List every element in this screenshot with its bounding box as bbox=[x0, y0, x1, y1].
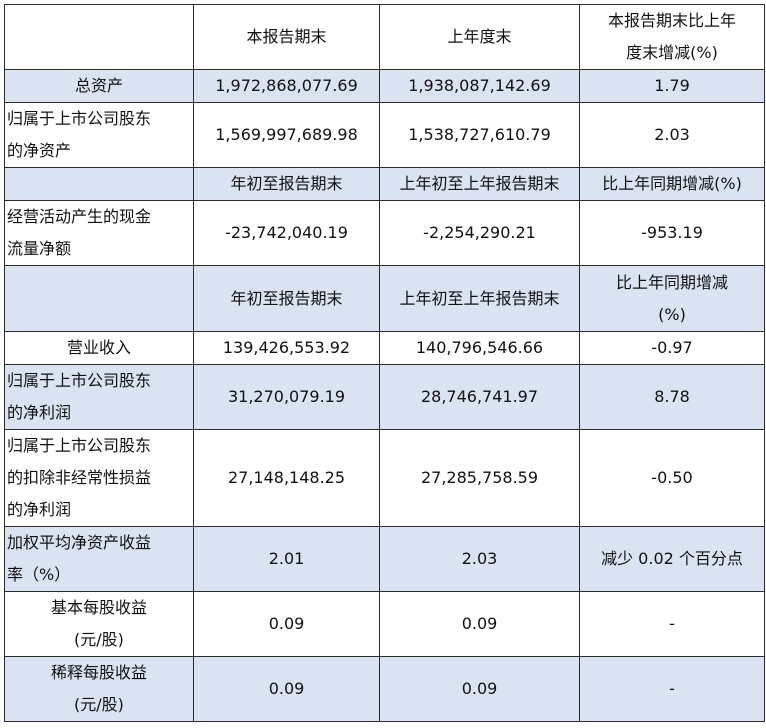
row-label-weighted-roe: 加权平均净资产收益 率（%） bbox=[4, 526, 194, 592]
header-change-line1: 本报告期末比上年 bbox=[607, 11, 736, 30]
header-change-pct: 本报告期末比上年 度末增减(%) bbox=[579, 4, 765, 70]
header-empty-cell bbox=[4, 4, 194, 70]
row-label-basic-eps: 基本每股收益 (元/股) bbox=[4, 591, 194, 657]
value-yoy-change: -0.50 bbox=[579, 429, 765, 527]
value-ytd: 139,426,553.92 bbox=[193, 331, 380, 365]
value-ytd: 31,270,079.19 bbox=[193, 364, 380, 430]
value-prior-ytd: 27,285,758.59 bbox=[379, 429, 580, 527]
row-label-line1: 基本每股收益 bbox=[50, 598, 147, 617]
row-label-operating-cash-flow: 经营活动产生的现金 流量净额 bbox=[4, 200, 194, 266]
table-row: 稀释每股收益 (元/股) 0.09 0.09 - bbox=[4, 656, 765, 722]
subheader-yoy-change: 比上年同期增减 (%) bbox=[579, 265, 765, 332]
financial-data-table: 本报告期末 上年度末 本报告期末比上年 度末增减(%) 总资产 1,972,86… bbox=[4, 4, 765, 722]
header-row: 本报告期末 上年度末 本报告期末比上年 度末增减(%) bbox=[4, 4, 765, 70]
header-prior-year-end: 上年度末 bbox=[379, 4, 580, 70]
row-label-revenue: 营业收入 bbox=[4, 331, 194, 365]
value-prior-ytd: 2.03 bbox=[379, 526, 580, 592]
row-label-line2: 的扣除非经常性损益 bbox=[7, 468, 152, 487]
row-label-net-profit-deducted: 归属于上市公司股东 的扣除非经常性损益 的净利润 bbox=[4, 429, 194, 527]
value-ytd: -23,742,040.19 bbox=[193, 200, 380, 266]
subheader-empty-cell bbox=[4, 167, 194, 201]
row-label-line1: 加权平均净资产收益 bbox=[7, 533, 152, 552]
subheader-ytd: 年初至报告期末 bbox=[193, 167, 380, 201]
subheader-prior-ytd: 上年初至上年报告期末 bbox=[379, 265, 580, 332]
row-label-net-assets: 归属于上市公司股东 的净资产 bbox=[4, 102, 194, 168]
value-yoy-change: 减少 0.02 个百分点 bbox=[579, 526, 765, 592]
subheader-yoy-line1: 比上年同期增减 bbox=[615, 272, 728, 292]
value-ytd: 0.09 bbox=[193, 591, 380, 657]
row-label-line1: 归属于上市公司股东 bbox=[7, 436, 152, 455]
value-ytd: 27,148,148.25 bbox=[193, 429, 380, 527]
value-yoy-change: 8.78 bbox=[579, 364, 765, 430]
value-change: 1.79 bbox=[579, 69, 765, 103]
value-prior-ytd: 0.09 bbox=[379, 656, 580, 722]
row-label-net-profit: 归属于上市公司股东 的净利润 bbox=[4, 364, 194, 430]
value-change: 2.03 bbox=[579, 102, 765, 168]
row-label-line2: (元/股) bbox=[74, 695, 124, 714]
subheader-row: 年初至报告期末 上年初至上年报告期末 比上年同期增减 (%) bbox=[4, 265, 765, 332]
subheader-prior-ytd: 上年初至上年报告期末 bbox=[379, 167, 580, 201]
row-label-line1: 归属于上市公司股东 bbox=[7, 109, 152, 128]
value-yoy-change: -0.97 bbox=[579, 331, 765, 365]
subheader-yoy-change: 比上年同期增减(%) bbox=[579, 167, 765, 201]
row-label-line1: 归属于上市公司股东 bbox=[7, 371, 152, 390]
row-label-line2: 流量净额 bbox=[7, 239, 72, 258]
value-prior: 1,538,727,610.79 bbox=[379, 102, 580, 168]
subheader-ytd: 年初至报告期末 bbox=[193, 265, 380, 332]
table-row: 经营活动产生的现金 流量净额 -23,742,040.19 -2,254,290… bbox=[4, 200, 765, 266]
value-yoy-change: -953.19 bbox=[579, 200, 765, 266]
subheader-row: 年初至报告期末 上年初至上年报告期末 比上年同期增减(%) bbox=[4, 167, 765, 201]
row-label-diluted-eps: 稀释每股收益 (元/股) bbox=[4, 656, 194, 722]
subheader-empty-cell bbox=[4, 265, 194, 332]
value-yoy-change: - bbox=[579, 591, 765, 657]
row-label-line2: 率（%） bbox=[7, 565, 71, 584]
row-label-line3: 的净利润 bbox=[7, 500, 72, 519]
row-label-line1: 经营活动产生的现金 bbox=[7, 207, 152, 226]
value-prior-ytd: 0.09 bbox=[379, 591, 580, 657]
value-prior-ytd: 140,796,546.66 bbox=[379, 331, 580, 365]
value-ytd: 0.09 bbox=[193, 656, 380, 722]
value-current: 1,972,868,077.69 bbox=[193, 69, 380, 103]
header-change-line2: 度末增减(%) bbox=[626, 43, 718, 62]
table-row: 基本每股收益 (元/股) 0.09 0.09 - bbox=[4, 591, 765, 657]
value-prior: 1,938,087,142.69 bbox=[379, 69, 580, 103]
table-row: 归属于上市公司股东 的扣除非经常性损益 的净利润 27,148,148.25 2… bbox=[4, 429, 765, 527]
table-row: 加权平均净资产收益 率（%） 2.01 2.03 减少 0.02 个百分点 bbox=[4, 526, 765, 592]
value-ytd: 2.01 bbox=[193, 526, 380, 592]
table-row: 营业收入 139,426,553.92 140,796,546.66 -0.97 bbox=[4, 331, 765, 365]
value-current: 1,569,997,689.98 bbox=[193, 102, 380, 168]
table-row: 归属于上市公司股东 的净利润 31,270,079.19 28,746,741.… bbox=[4, 364, 765, 430]
row-label-line1: 稀释每股收益 bbox=[50, 663, 147, 682]
row-label-total-assets: 总资产 bbox=[4, 69, 194, 103]
table-row: 总资产 1,972,868,077.69 1,938,087,142.69 1.… bbox=[4, 69, 765, 103]
row-label-line2: 的净资产 bbox=[7, 141, 72, 160]
subheader-yoy-line2: (%) bbox=[658, 304, 686, 324]
header-current-period-end: 本报告期末 bbox=[193, 4, 380, 70]
value-yoy-change: - bbox=[579, 656, 765, 722]
value-prior-ytd: 28,746,741.97 bbox=[379, 364, 580, 430]
row-label-line2: (元/股) bbox=[74, 630, 124, 649]
table-row: 归属于上市公司股东 的净资产 1,569,997,689.98 1,538,72… bbox=[4, 102, 765, 168]
row-label-line2: 的净利润 bbox=[7, 403, 72, 422]
value-prior-ytd: -2,254,290.21 bbox=[379, 200, 580, 266]
